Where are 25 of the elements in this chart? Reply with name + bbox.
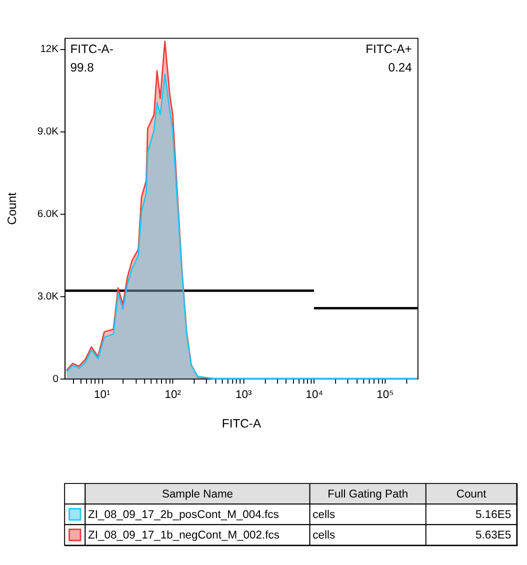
text: cells: [312, 530, 336, 542]
text: 5.16E5: [476, 509, 512, 522]
y-tick-label: 0: [52, 374, 59, 385]
x-tick-label: 10⁴: [306, 388, 324, 401]
x-tick-label: 10¹: [94, 388, 110, 401]
y-axis-title: Count: [4, 192, 19, 225]
x-tick-label: 10⁵: [376, 388, 394, 401]
text: 5.63E5: [476, 530, 512, 542]
annotation: 99.8: [70, 60, 94, 75]
y-tick-label: 3.0K: [37, 291, 59, 302]
annotation: FITC-A+: [366, 42, 412, 56]
text: cells: [312, 509, 336, 522]
text: Sample Name: [162, 488, 234, 500]
text: Full Gating Path: [328, 488, 408, 500]
x-tick-label: 10²: [164, 388, 182, 401]
text: Count: [456, 488, 488, 500]
y-tick-label: 6.0K: [37, 208, 59, 220]
annotation: FITC-A-: [70, 42, 114, 56]
legend-label: ZI_08_09_17_2b_posCont_M_004.fcs: [88, 509, 280, 522]
legend-label: ZI_08_09_17_1b_negCont_M_002.fcs: [88, 530, 280, 542]
y-tick-label: 12K: [40, 44, 59, 56]
y-tick-label: 9.0K: [37, 126, 59, 138]
x-tick-label: 10³: [236, 388, 252, 401]
annotation: 0.24: [388, 60, 412, 75]
x-axis-title: FITC-A: [222, 416, 262, 431]
